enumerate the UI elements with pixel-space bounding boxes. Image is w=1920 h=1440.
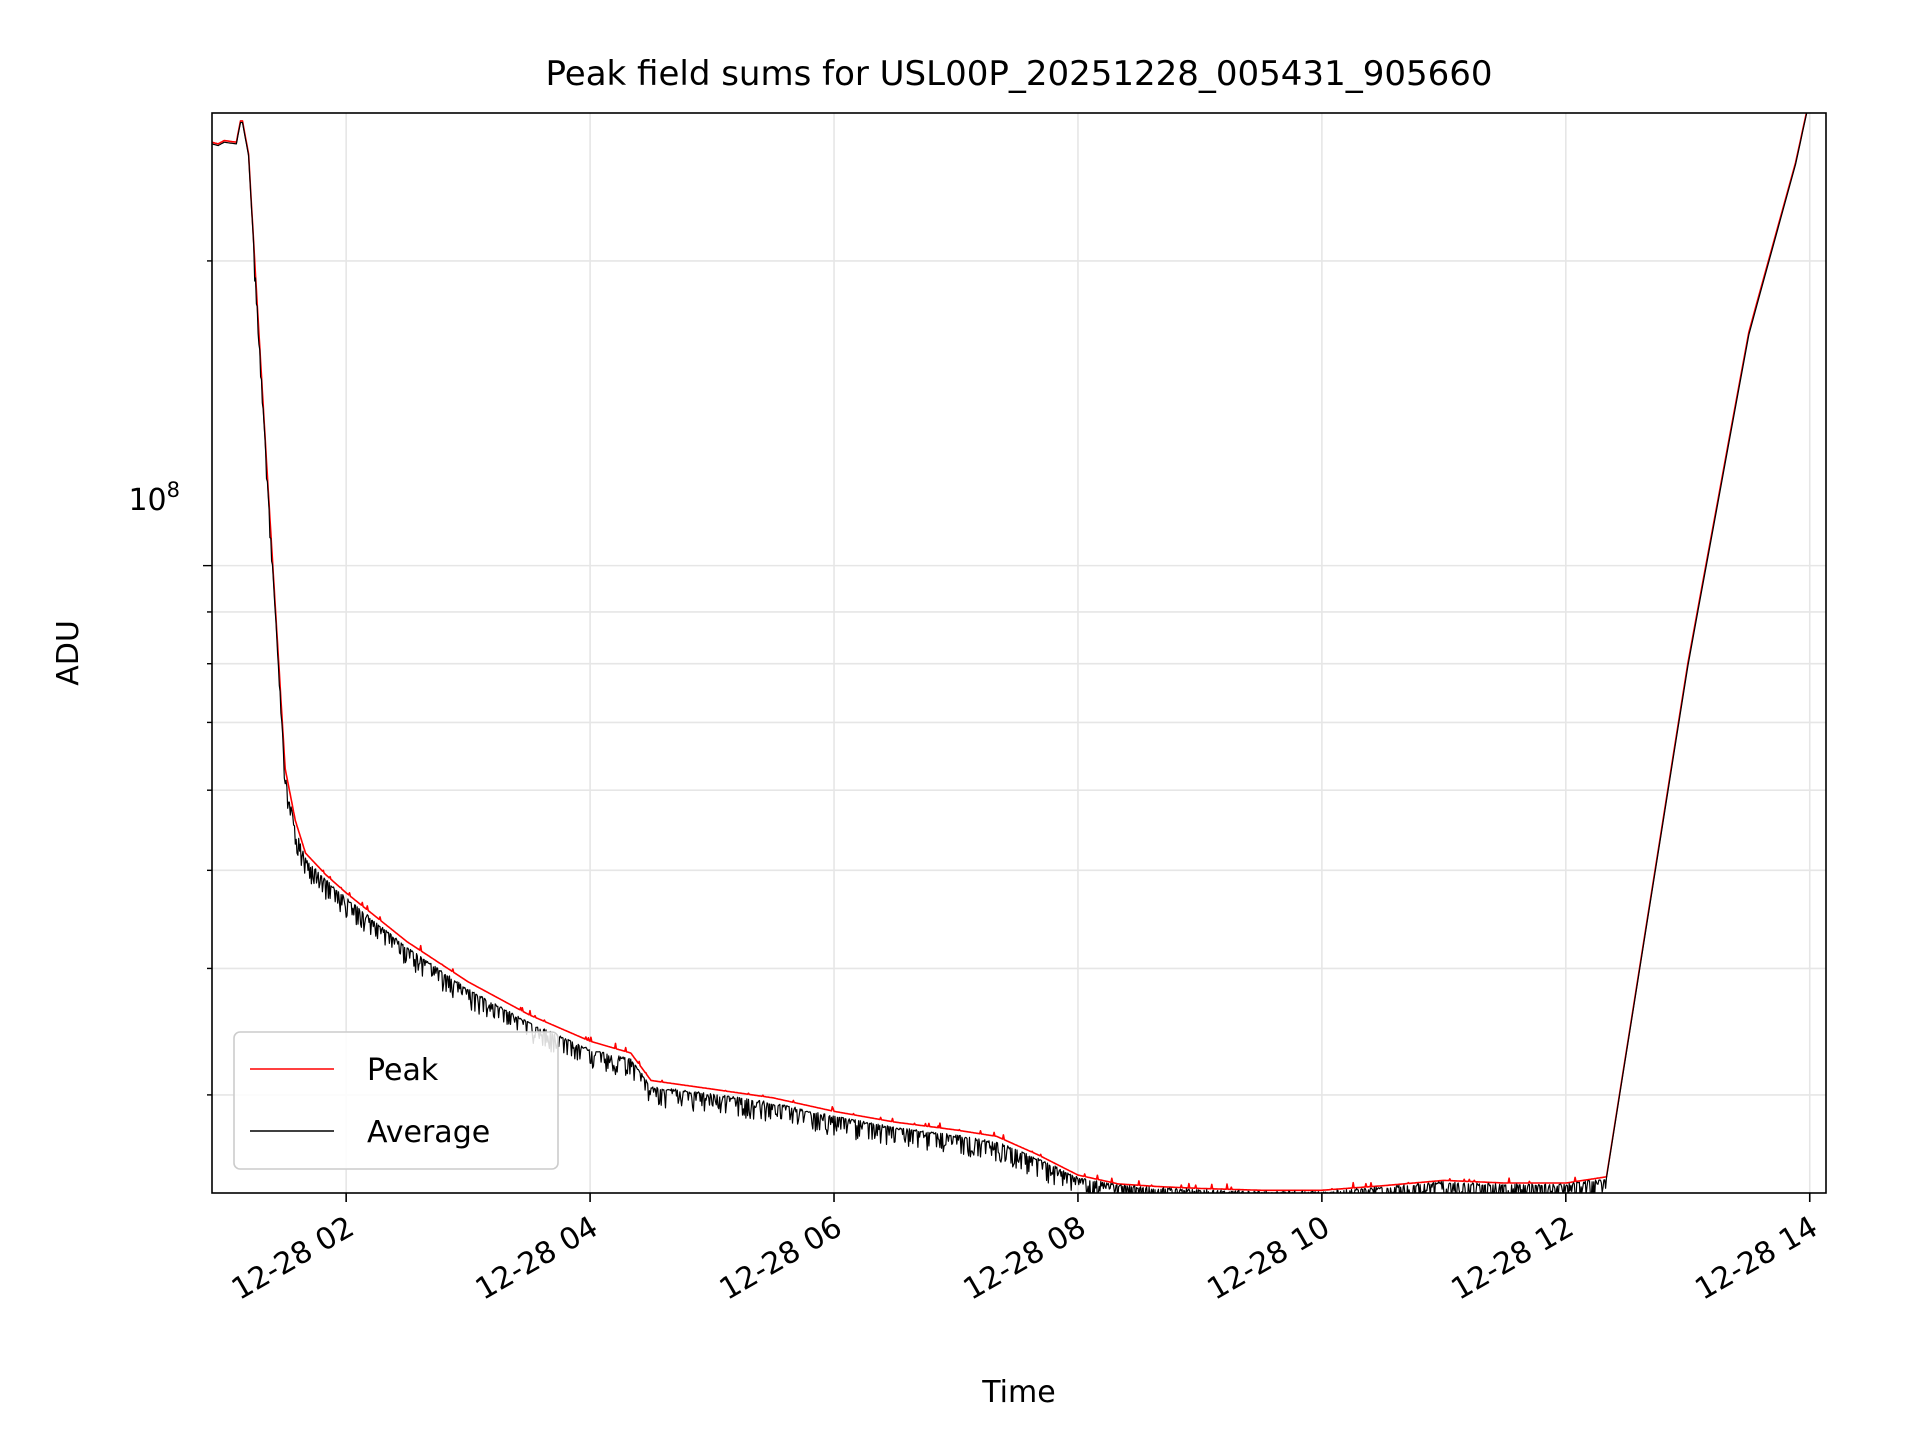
y-tick-base: 10: [128, 483, 166, 518]
legend: Peak Average: [233, 1031, 559, 1170]
chart-title: Peak field sums for USL00P_20251228_0054…: [546, 54, 1493, 94]
series-lines: [212, 113, 1808, 1193]
grid-lines: [212, 113, 1826, 1193]
legend-box: [233, 1031, 559, 1170]
legend-label-average: Average: [367, 1115, 490, 1150]
series-line-average: [212, 113, 1808, 1193]
y-tick-label: 108: [128, 478, 180, 518]
series-line-peak: [212, 113, 1808, 1192]
plot-frame: [211, 112, 1827, 1194]
y-tick-exponent: 8: [167, 478, 180, 502]
x-axis-label: Time: [981, 1375, 1055, 1410]
axis-ticks: [203, 260, 1811, 1202]
legend-label-peak: Peak: [367, 1053, 439, 1088]
y-axis-label: ADU: [51, 620, 86, 686]
